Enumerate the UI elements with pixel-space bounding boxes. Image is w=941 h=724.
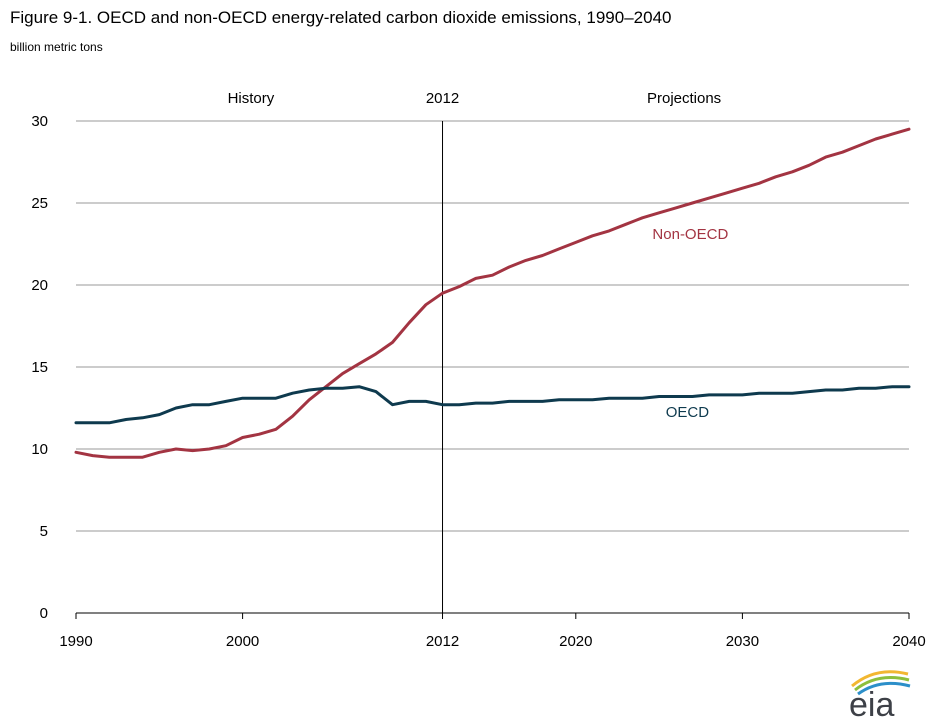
- chart-title: Figure 9-1. OECD and non-OECD energy-rel…: [10, 8, 672, 27]
- y-axis-units: billion metric tons: [10, 40, 103, 54]
- y-tick-label: 15: [31, 359, 48, 376]
- eia-logo: eia: [849, 670, 911, 724]
- x-tick-label: 2020: [559, 633, 592, 650]
- y-tick-label: 10: [31, 441, 48, 458]
- reference-line-label: 2012: [426, 90, 459, 107]
- logo-text: eia: [849, 686, 894, 724]
- y-tick-label: 5: [40, 523, 48, 540]
- gridlines: [76, 120, 909, 614]
- logo-swoosh-green: [854, 676, 910, 692]
- series-line-non-oecd: [74, 127, 911, 459]
- series-line-oecd: [74, 385, 911, 425]
- x-tick-label: 2030: [726, 633, 759, 650]
- x-tick-label: 1990: [59, 633, 92, 650]
- logo-swoosh-blue: [857, 681, 911, 696]
- x-tick-label: 2012: [426, 633, 459, 650]
- x-tick-label: 2040: [892, 633, 925, 650]
- series-label-oecd: OECD: [666, 404, 710, 421]
- x-tick-labels: 1990 2000 2012 2020 2030 2040: [59, 613, 926, 650]
- y-tick-label: 20: [31, 277, 48, 294]
- logo-swoosh-yellow: [851, 670, 909, 688]
- y-tick-label: 0: [40, 605, 48, 622]
- y-tick-label: 30: [31, 113, 48, 130]
- series-label-non-oecd: Non-OECD: [652, 226, 728, 243]
- history-annotation: History: [228, 90, 275, 107]
- x-tick-label: 2000: [226, 633, 259, 650]
- y-tick-label: 25: [31, 195, 48, 212]
- y-tick-labels: 0 5 10 15 20 25 30: [31, 113, 48, 622]
- projections-annotation: Projections: [647, 90, 721, 107]
- series-lines: [74, 127, 911, 459]
